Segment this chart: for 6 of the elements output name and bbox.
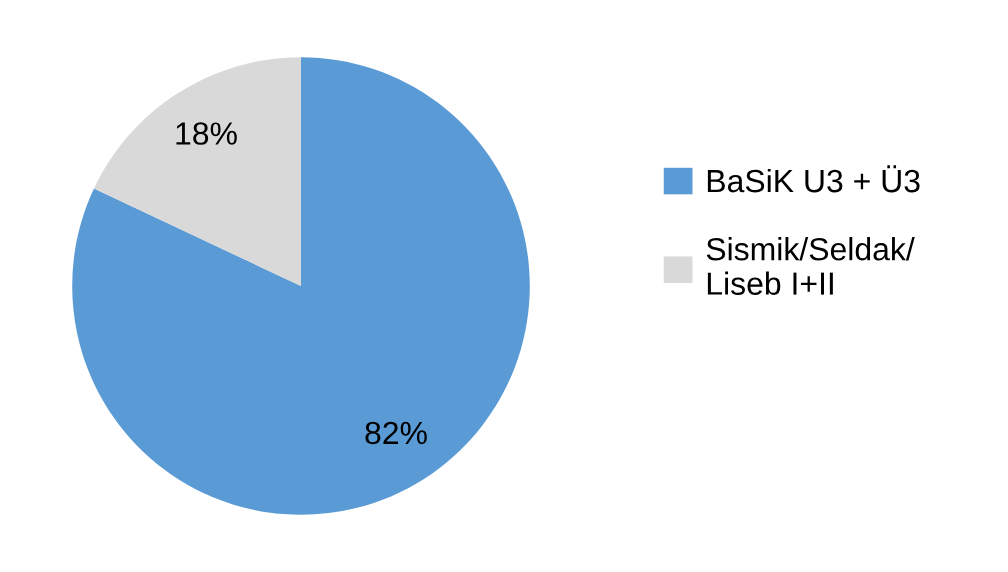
- legend-label: Sismik/Seldak/ Liseb I+II: [706, 237, 915, 295]
- pie-slice: [93, 57, 301, 286]
- legend-label: BaSiK U3 + Ü3: [707, 165, 920, 193]
- data-label: 18%: [176, 122, 237, 145]
- pie-slice: [72, 57, 530, 515]
- data-label: 82%: [365, 421, 427, 445]
